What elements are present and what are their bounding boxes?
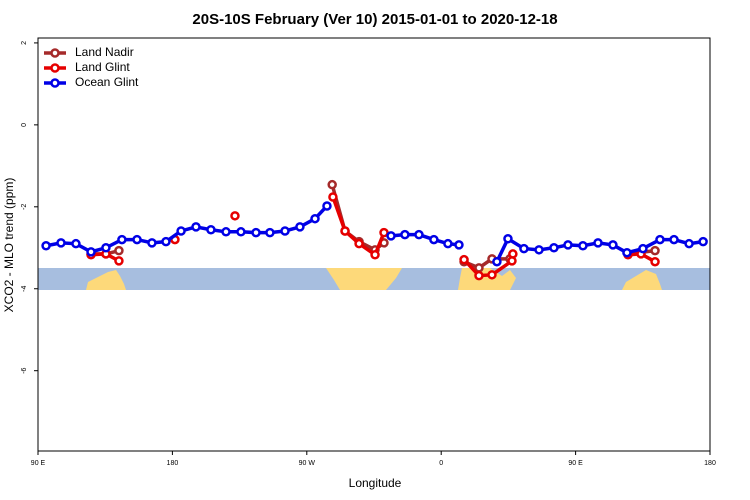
point — [379, 227, 389, 238]
point — [487, 270, 497, 280]
plot-frame — [37, 37, 711, 452]
point — [56, 238, 66, 248]
point — [310, 213, 320, 224]
land-africa — [458, 268, 516, 290]
point — [101, 243, 111, 253]
point — [414, 229, 424, 240]
point — [114, 245, 124, 256]
legend-marker — [50, 78, 60, 88]
point — [563, 240, 573, 250]
point — [608, 240, 618, 250]
point — [429, 234, 439, 245]
chart-title: 20S-10S February (Ver 10) 2015-01-01 to … — [192, 11, 557, 28]
legend-marker — [50, 63, 60, 73]
point — [669, 234, 679, 245]
y-tick-label: -6 — [21, 367, 28, 373]
y-tick-label: 0 — [21, 123, 28, 127]
point — [400, 229, 410, 240]
y-tick-label: -2 — [21, 204, 28, 210]
point — [549, 243, 559, 253]
point — [265, 227, 275, 238]
point — [370, 249, 380, 260]
point — [117, 234, 127, 245]
point — [655, 234, 665, 245]
legend-marker — [50, 48, 60, 58]
point — [454, 240, 464, 250]
point — [508, 249, 518, 259]
x-tick-label: 180 — [167, 460, 179, 467]
point — [114, 256, 124, 266]
point — [322, 201, 332, 211]
point — [684, 238, 694, 249]
point — [534, 245, 544, 255]
x-axis-label: Longitude — [349, 476, 402, 490]
point — [221, 227, 231, 237]
point — [71, 238, 81, 249]
point — [41, 240, 51, 251]
point — [340, 226, 350, 236]
y-tick-label: -4 — [21, 286, 28, 292]
legend-label: Land Glint — [75, 60, 130, 74]
point — [191, 222, 201, 232]
land-south-america — [326, 268, 402, 290]
y-axis-label: XCO2 - MLO trend (ppm) — [2, 178, 16, 313]
map-strip — [38, 268, 710, 290]
point — [161, 236, 171, 247]
point — [578, 240, 588, 251]
point — [236, 227, 246, 237]
legend-label: Ocean Glint — [75, 75, 139, 89]
point — [386, 231, 396, 241]
point — [459, 254, 469, 265]
point — [638, 243, 648, 254]
point — [206, 225, 216, 235]
point — [295, 222, 305, 232]
x-tick-label: 90 E — [31, 460, 46, 467]
point — [280, 226, 290, 236]
point — [176, 226, 186, 236]
point — [132, 234, 142, 245]
point — [443, 238, 453, 249]
point — [593, 238, 603, 248]
point — [492, 256, 502, 267]
point — [503, 234, 513, 244]
point — [328, 192, 338, 202]
x-tick-label: 0 — [439, 460, 443, 467]
point — [698, 236, 708, 247]
x-tick-label: 180 — [704, 460, 716, 467]
point — [622, 247, 632, 258]
point — [230, 211, 240, 221]
point — [251, 227, 261, 238]
point — [354, 238, 364, 249]
land-australia — [622, 270, 662, 290]
point — [650, 245, 660, 256]
point — [519, 243, 529, 254]
y-tick-label: 2 — [21, 41, 28, 45]
land-australia — [86, 270, 126, 290]
point — [474, 263, 484, 273]
point — [474, 270, 484, 281]
point — [650, 256, 660, 267]
x-tick-label: 90 W — [299, 460, 316, 467]
point — [147, 238, 157, 248]
point — [86, 247, 96, 257]
x-tick-label: 90 E — [568, 460, 583, 467]
point — [327, 179, 337, 190]
legend-label: Land Nadir — [75, 45, 134, 59]
